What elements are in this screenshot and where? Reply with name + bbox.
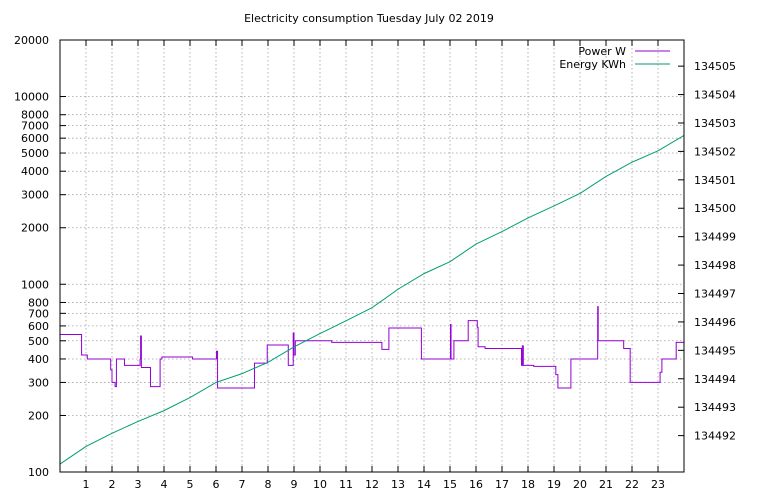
y-left-tick-label: 200: [28, 409, 49, 422]
axis-ticks: [60, 39, 684, 473]
x-tick-label: 8: [265, 478, 272, 491]
y-right-tick-label: 134495: [694, 344, 736, 357]
y-right-tick-label: 134496: [694, 316, 736, 329]
y-left-tick-label: 500: [28, 335, 49, 348]
x-tick-label: 5: [187, 478, 194, 491]
legend-label: Power W: [578, 45, 626, 58]
y-right-tick-label: 134505: [694, 60, 736, 73]
x-tick-label: 1: [83, 478, 90, 491]
x-tick-label: 4: [161, 478, 168, 491]
y-right-tick-label: 134499: [694, 231, 736, 244]
y-right-tick-label: 134493: [694, 401, 736, 414]
grid: [60, 39, 684, 473]
y-left-tick-label: 4000: [21, 165, 49, 178]
y-left-tick-label: 2000: [21, 222, 49, 235]
plot-border: [59, 39, 685, 473]
y-left-tick-label: 100: [28, 466, 49, 479]
x-tick-label: 18: [521, 478, 535, 491]
y-left-tick-label: 1000: [21, 278, 49, 291]
x-tick-label: 10: [313, 478, 327, 491]
y-left-tick-label: 10000: [14, 91, 49, 104]
y-left-tick-label: 300: [28, 376, 49, 389]
x-tick-label: 20: [573, 478, 587, 491]
y-left-tick-label: 400: [28, 353, 49, 366]
x-tick-label: 3: [135, 478, 142, 491]
x-tick-label: 12: [365, 478, 379, 491]
y-left-tick-label: 6000: [21, 132, 49, 145]
series-line-2: [59, 135, 685, 465]
y-left-tick-label: 3000: [21, 189, 49, 202]
y-left-tick-label: 800: [28, 296, 49, 309]
x-tick-label: 22: [625, 478, 639, 491]
x-tick-label: 21: [599, 478, 613, 491]
y-right-tick-label: 134497: [694, 288, 736, 301]
x-tick-label: 17: [495, 478, 509, 491]
y-left-tick-label: 600: [28, 320, 49, 333]
x-tick-label: 6: [213, 478, 220, 491]
legend-label: Energy KWh: [559, 58, 626, 71]
x-tick-label: 11: [339, 478, 353, 491]
y-right-tick-label: 134503: [694, 117, 736, 130]
y-right-tick-label: 134500: [694, 202, 736, 215]
y-left-tick-label: 700: [28, 307, 49, 320]
series-line-1: [60, 306, 684, 389]
chart-title: Electricity consumption Tuesday July 02 …: [244, 12, 494, 25]
y-right-tick-label: 134494: [694, 373, 736, 386]
y-right-tick-label: 134492: [694, 430, 736, 443]
y-left-tick-label: 7000: [21, 120, 49, 133]
y-left-tick-label: 20000: [14, 34, 49, 47]
x-tick-label: 9: [291, 478, 298, 491]
x-tick-label: 7: [239, 478, 246, 491]
tick-labels: 1 2 3 4 5 6 7 8 9 10 11 12 13 14 15 16 17 18 19 20 21 22 23100…: [14, 34, 736, 491]
x-tick-label: 19: [547, 478, 561, 491]
x-tick-label: 2: [109, 478, 116, 491]
y-left-tick-label: 8000: [21, 109, 49, 122]
x-tick-label: 14: [417, 478, 431, 491]
x-tick-label: 13: [391, 478, 405, 491]
y-right-tick-label: 134502: [694, 145, 736, 158]
y-right-tick-label: 134501: [694, 174, 736, 187]
y-right-tick-label: 134498: [694, 259, 736, 272]
x-tick-label: 15: [443, 478, 457, 491]
series-layer: [59, 135, 685, 465]
y-right-tick-label: 134504: [694, 89, 736, 102]
x-tick-label: 23: [651, 478, 665, 491]
x-tick-label: 16: [469, 478, 483, 491]
y-left-tick-label: 5000: [21, 147, 49, 160]
